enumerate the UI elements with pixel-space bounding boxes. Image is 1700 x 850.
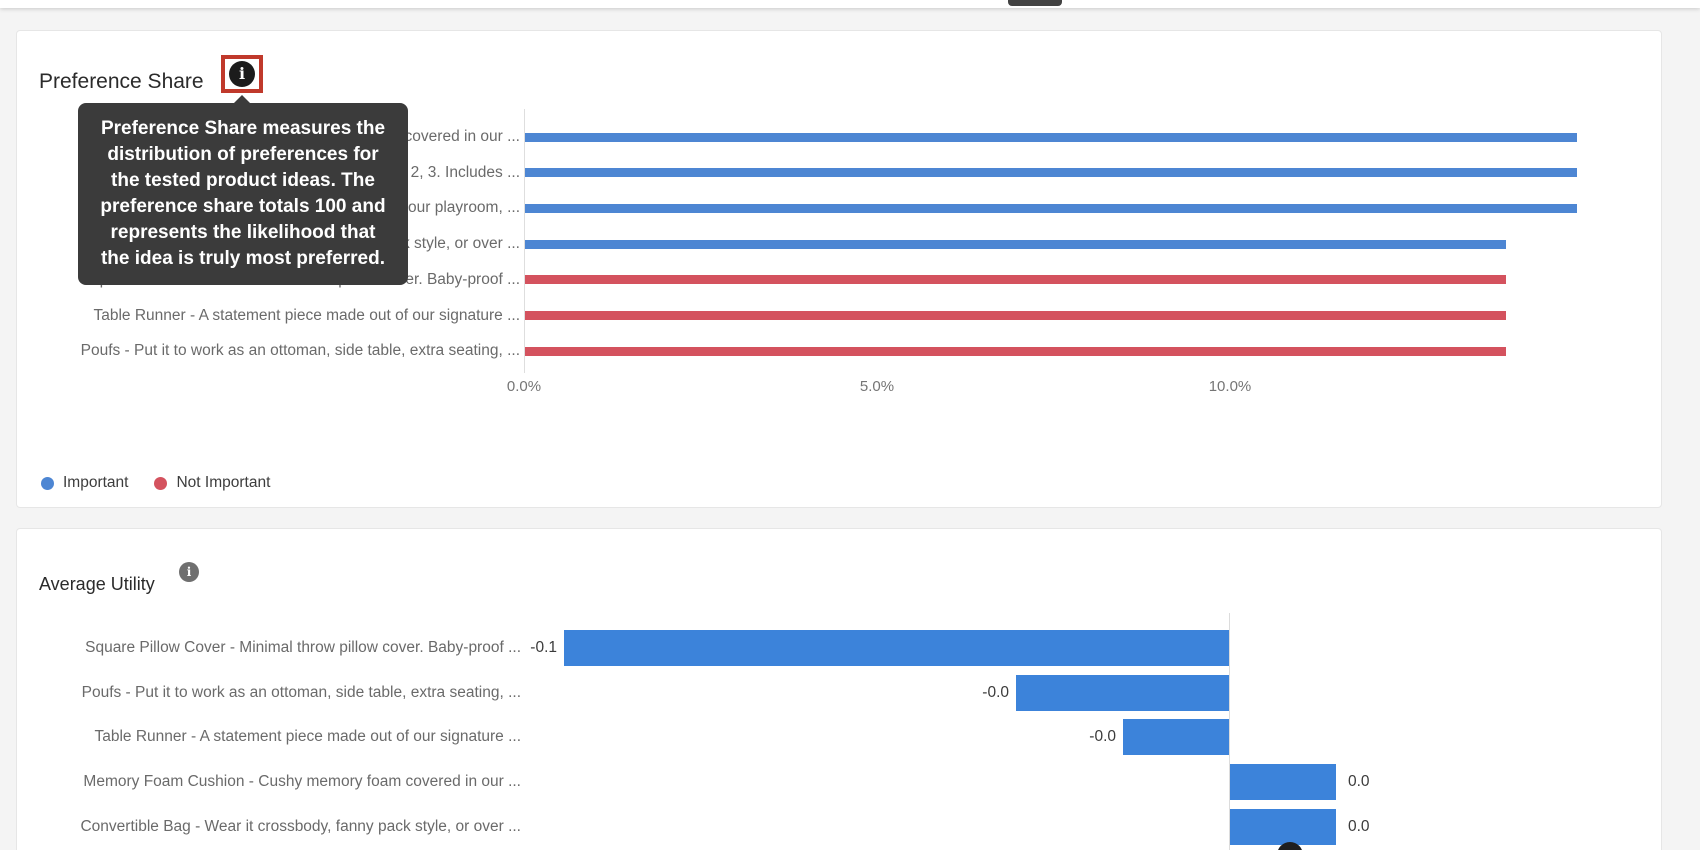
- zero-axis-line: [1229, 613, 1230, 850]
- category-label: Poufs - Put it to work as an ottoman, si…: [81, 683, 521, 701]
- utility-bar: [1230, 808, 1336, 845]
- chart-legend: Important Not Important: [41, 475, 270, 491]
- average-utility-card: Average Utility i Square Pillow Cover - …: [16, 528, 1662, 850]
- preference-share-tooltip: Preference Share measures the distributi…: [78, 103, 408, 285]
- x-axis-tick-clipped: 0.0: [1184, 847, 1274, 850]
- legend-item: Not Important: [154, 475, 270, 491]
- bar-not-important: [525, 275, 1506, 285]
- bar-important: [525, 168, 1577, 178]
- utility-bar: [1123, 719, 1229, 756]
- category-label: Table Runner - A statement piece made ou…: [93, 306, 521, 324]
- browser-artifact-dash: [1008, 0, 1062, 6]
- x-axis-tick-clipped: -0.05: [852, 847, 942, 850]
- tooltip-arrow: [233, 95, 251, 104]
- x-axis-tick-clipped: -0.15: [187, 847, 277, 850]
- category-label: Table Runner - A statement piece made ou…: [94, 728, 522, 746]
- y-axis-line: [524, 109, 525, 373]
- average-utility-title: Average Utility: [39, 573, 155, 594]
- legend-label: Not Important: [176, 474, 271, 491]
- bar-not-important: [525, 311, 1506, 320]
- value-label: 0.0: [1348, 773, 1370, 791]
- bar-important: [525, 132, 1577, 142]
- category-label: Memory Foam Cushion - Cushy memory foam …: [83, 773, 521, 791]
- info-icon[interactable]: i: [229, 61, 255, 87]
- x-axis-tick: 0.0%: [506, 378, 542, 395]
- preference-share-title: Preference Share: [39, 70, 204, 94]
- value-label: -0.1: [530, 639, 557, 656]
- utility-bar: [564, 630, 1229, 666]
- category-label: Poufs - Put it to work as an ottoman, si…: [80, 342, 520, 360]
- x-axis-tick-clipped: -0.1: [519, 847, 609, 850]
- utility-bar: [1230, 764, 1336, 801]
- bar-not-important: [525, 346, 1506, 356]
- cursor-artifact: [1277, 842, 1303, 850]
- value-label: -0.0: [1089, 728, 1116, 746]
- x-axis-tick: 10.0%: [1208, 378, 1252, 395]
- info-icon[interactable]: i: [179, 562, 199, 582]
- preference-share-card: Preference Share i Preference Share meas…: [16, 30, 1662, 508]
- top-header-strip: [0, 0, 1700, 8]
- legend-label: Important: [63, 474, 129, 491]
- value-label: 0.0: [1348, 817, 1370, 835]
- bar-important: [525, 203, 1577, 213]
- legend-dot: [154, 476, 168, 490]
- utility-bar: [1016, 674, 1229, 711]
- legend-item: Important: [41, 475, 128, 491]
- value-label: -0.0: [982, 683, 1009, 701]
- category-label: Convertible Bag - Wear it crossbody, fan…: [80, 817, 521, 835]
- x-axis-tick-clipped: 0.05: [1517, 847, 1607, 850]
- category-label: Square Pillow Cover - Minimal throw pill…: [85, 639, 521, 656]
- x-axis-tick: 5.0%: [859, 378, 895, 395]
- bar-important: [525, 239, 1506, 249]
- legend-dot: [41, 476, 54, 490]
- info-icon-highlight-box[interactable]: i: [221, 55, 263, 93]
